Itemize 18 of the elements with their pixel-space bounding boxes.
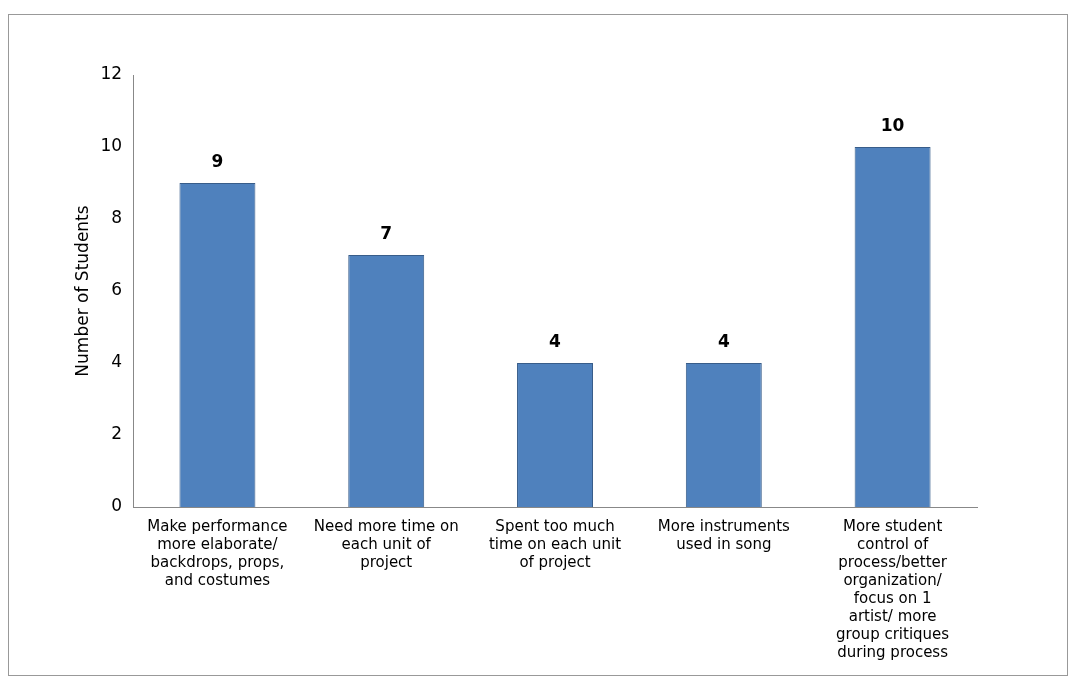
data-label: 4 bbox=[549, 330, 562, 351]
x-tick-label: Make performance more elaborate/ backdrops, props, and costumes bbox=[147, 516, 288, 589]
data-label: 9 bbox=[211, 150, 224, 171]
x-tick-label: More student control of process/better organization/ focus on 1 artist/ more group critiques during process bbox=[836, 516, 950, 661]
x-tick-label: Spent too much time on each unit of project bbox=[488, 516, 622, 571]
data-label: 4 bbox=[717, 330, 730, 351]
y-tick-label: 10 bbox=[100, 135, 123, 156]
y-tick-label: 2 bbox=[111, 423, 123, 444]
y-axis-title: Number of Students bbox=[71, 205, 92, 377]
data-label: 7 bbox=[380, 222, 393, 243]
y-tick-label: 8 bbox=[111, 207, 123, 228]
y-tick-label: 0 bbox=[111, 495, 123, 516]
y-tick-label: 12 bbox=[100, 63, 123, 84]
x-tick-label: More instruments used in song bbox=[657, 516, 791, 553]
y-tick-label: 4 bbox=[111, 351, 123, 372]
x-tick-label: Need more time on each unit of project bbox=[313, 516, 459, 571]
data-label: 10 bbox=[880, 114, 905, 135]
y-tick-label: 6 bbox=[111, 279, 123, 300]
